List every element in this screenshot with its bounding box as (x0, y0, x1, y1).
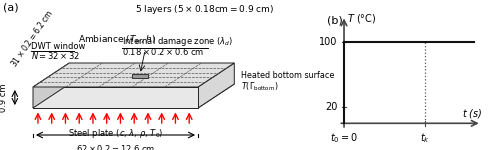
Text: 100: 100 (319, 37, 338, 47)
Polygon shape (33, 63, 70, 108)
Text: Steel plate ($c$, $\lambda$, $\rho$, $T_0$): Steel plate ($c$, $\lambda$, $\rho$, $T_… (68, 128, 164, 141)
Polygon shape (33, 63, 234, 87)
Text: $N=32\times32$: $N=32\times32$ (32, 51, 80, 62)
Text: $31\times0.2=6.2$ cm: $31\times0.2=6.2$ cm (8, 7, 55, 69)
Text: 5 layers ($5\times0.18$cm$=0.9$ cm): 5 layers ($5\times0.18$cm$=0.9$ cm) (135, 3, 274, 16)
Text: $t_k$: $t_k$ (420, 131, 430, 145)
Text: $62\times0.2=12.6$ cm: $62\times0.2=12.6$ cm (76, 142, 155, 150)
Text: Internal damage zone ($\lambda_d$): Internal damage zone ($\lambda_d$) (122, 35, 234, 48)
Text: Ambiance ($T_{\infty}$, $h$): Ambiance ($T_{\infty}$, $h$) (78, 33, 156, 45)
Text: DWT window: DWT window (32, 42, 86, 51)
Polygon shape (198, 63, 234, 108)
Polygon shape (33, 84, 234, 108)
Text: $0.18\times0.2\times0.6$ cm: $0.18\times0.2\times0.6$ cm (122, 46, 204, 57)
Text: 20: 20 (325, 102, 338, 112)
Text: (b): (b) (327, 16, 343, 26)
Polygon shape (33, 87, 198, 108)
Text: 0.9 cm: 0.9 cm (0, 83, 8, 112)
Text: $T$ (°C): $T$ (°C) (348, 12, 377, 25)
Text: $t_0{=}0$: $t_0{=}0$ (330, 131, 358, 145)
Text: (a): (a) (4, 3, 19, 13)
Text: $T(\Gamma_{\rm bottom})$: $T(\Gamma_{\rm bottom})$ (241, 81, 279, 93)
Text: Heated bottom surface: Heated bottom surface (241, 70, 334, 80)
Polygon shape (132, 74, 148, 78)
Text: $t$ (s): $t$ (s) (462, 107, 482, 120)
